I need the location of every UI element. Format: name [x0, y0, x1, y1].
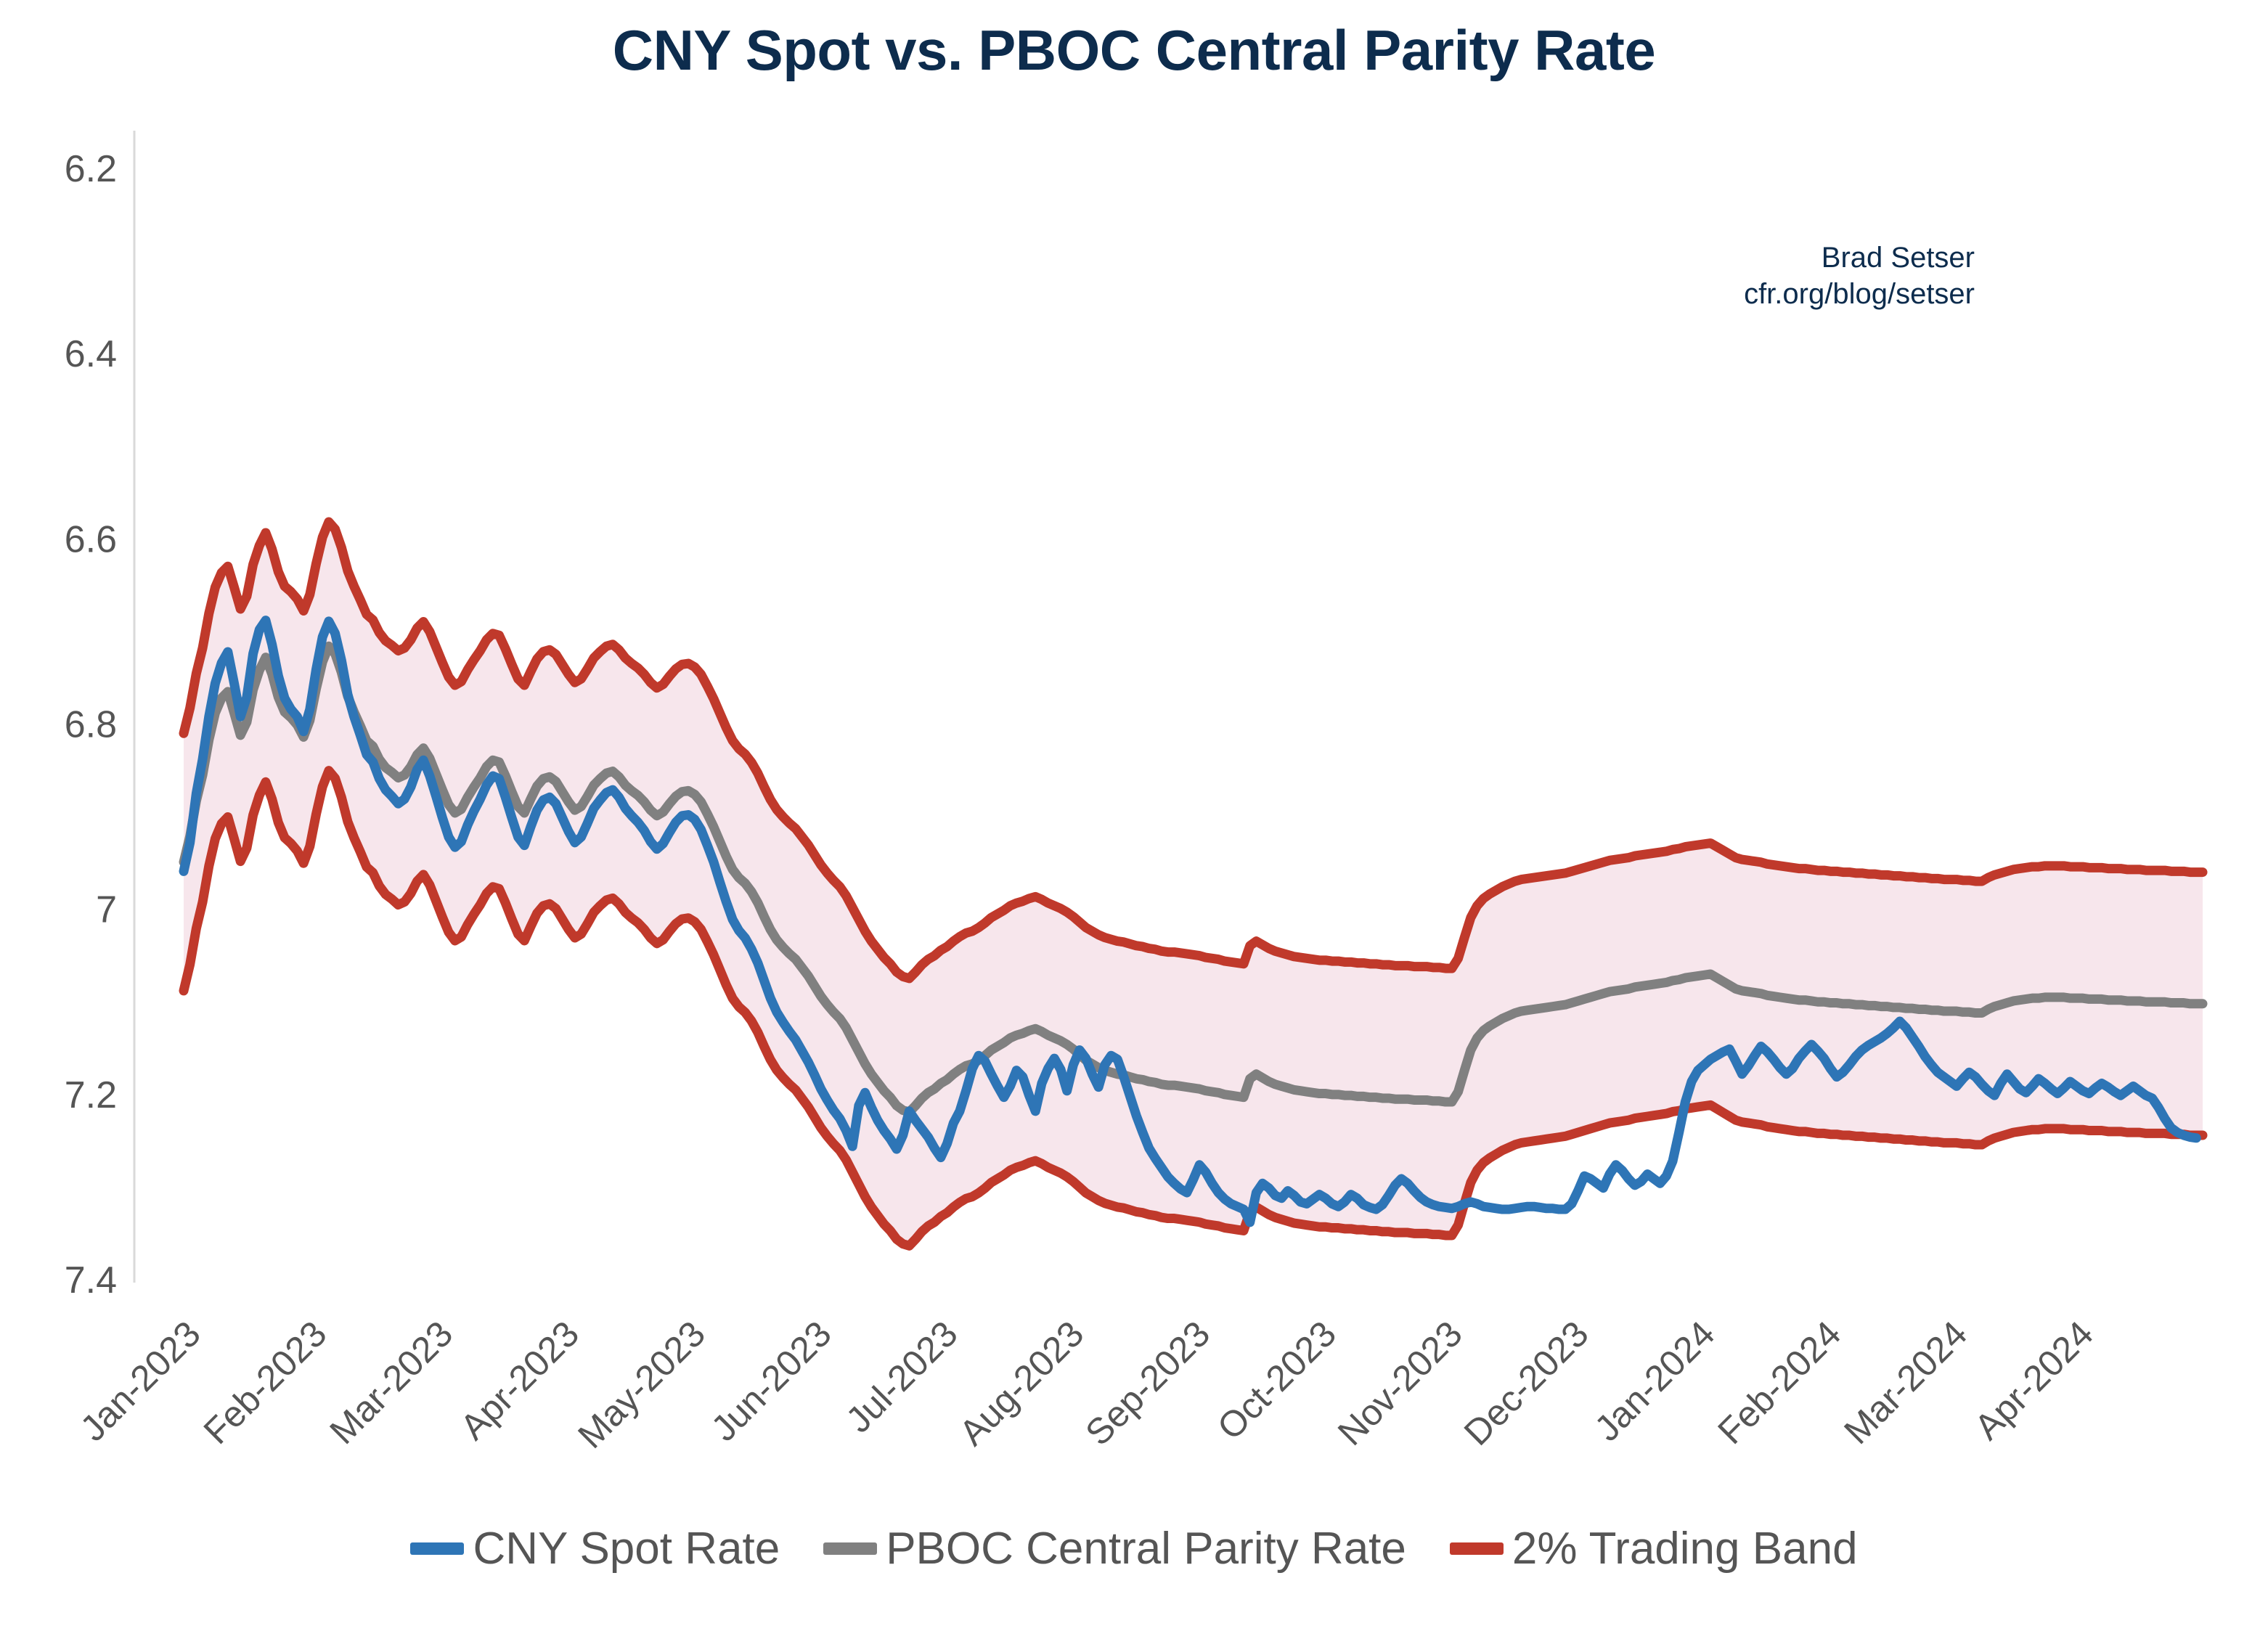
- legend-label: CNY Spot Rate: [473, 1524, 780, 1574]
- y-tick-label: 6.8: [65, 704, 117, 746]
- x-tick-label: Feb-2023: [196, 1313, 335, 1452]
- legend-swatch-icon: [823, 1542, 878, 1555]
- legend-item[interactable]: CNY Spot Rate: [410, 1523, 780, 1574]
- parity-rate-line: [179, 641, 2208, 1117]
- legend-swatch-icon: [1449, 1542, 1504, 1555]
- y-tick-label: 7.4: [65, 1259, 117, 1301]
- x-tick-label: Nov-2023: [1330, 1313, 1470, 1453]
- x-tick-label: Mar-2024: [1836, 1313, 1975, 1452]
- attribution-block: Brad Setser cfr.org/blog/setser: [1307, 240, 1975, 313]
- y-tick-label: 6.2: [65, 148, 117, 190]
- x-tick-label: Jan-2023: [73, 1313, 208, 1449]
- x-tick-label: May-2023: [570, 1313, 713, 1456]
- legend-item[interactable]: PBOC Central Parity Rate: [823, 1523, 1406, 1574]
- attribution-author: Brad Setser: [1821, 242, 1975, 274]
- legend-item[interactable]: 2% Trading Band: [1449, 1523, 1858, 1574]
- x-tick-label: Jul-2023: [838, 1313, 965, 1440]
- legend-label: 2% Trading Band: [1512, 1524, 1858, 1574]
- y-tick-label: 7.2: [65, 1074, 117, 1116]
- y-tick-label: 7: [96, 889, 117, 931]
- x-tick-label: Sep-2023: [1077, 1313, 1217, 1453]
- legend-swatch-icon: [410, 1542, 465, 1555]
- spot-rate-line: [179, 616, 2201, 1227]
- x-tick-label: Mar-2023: [322, 1313, 460, 1452]
- x-tick-label: Apr-2023: [452, 1313, 587, 1447]
- x-tick-label: Jun-2023: [703, 1313, 839, 1449]
- upper-band-line: [179, 517, 2208, 984]
- legend-label: PBOC Central Parity Rate: [886, 1524, 1406, 1574]
- x-tick-label: Apr-2024: [1967, 1313, 2101, 1447]
- y-tick-label: 6.6: [65, 518, 117, 560]
- chart-legend: CNY Spot Rate PBOC Central Parity Rate 2% …: [0, 1523, 2268, 1574]
- page-title: CNY Spot vs. PBOC Central Parity Rate: [612, 18, 1656, 82]
- x-tick-label: Oct-2023: [1210, 1313, 1344, 1447]
- lower-band-line: [179, 766, 2208, 1251]
- x-tick-label: Feb-2024: [1710, 1313, 1848, 1452]
- x-tick-label: Dec-2023: [1456, 1313, 1596, 1453]
- y-tick-label: 6.4: [65, 333, 117, 375]
- x-tick-label: Jan-2024: [1587, 1313, 1723, 1449]
- x-tick-label: Aug-2023: [952, 1313, 1092, 1453]
- attribution-site: cfr.org/blog/setser: [1744, 278, 1975, 311]
